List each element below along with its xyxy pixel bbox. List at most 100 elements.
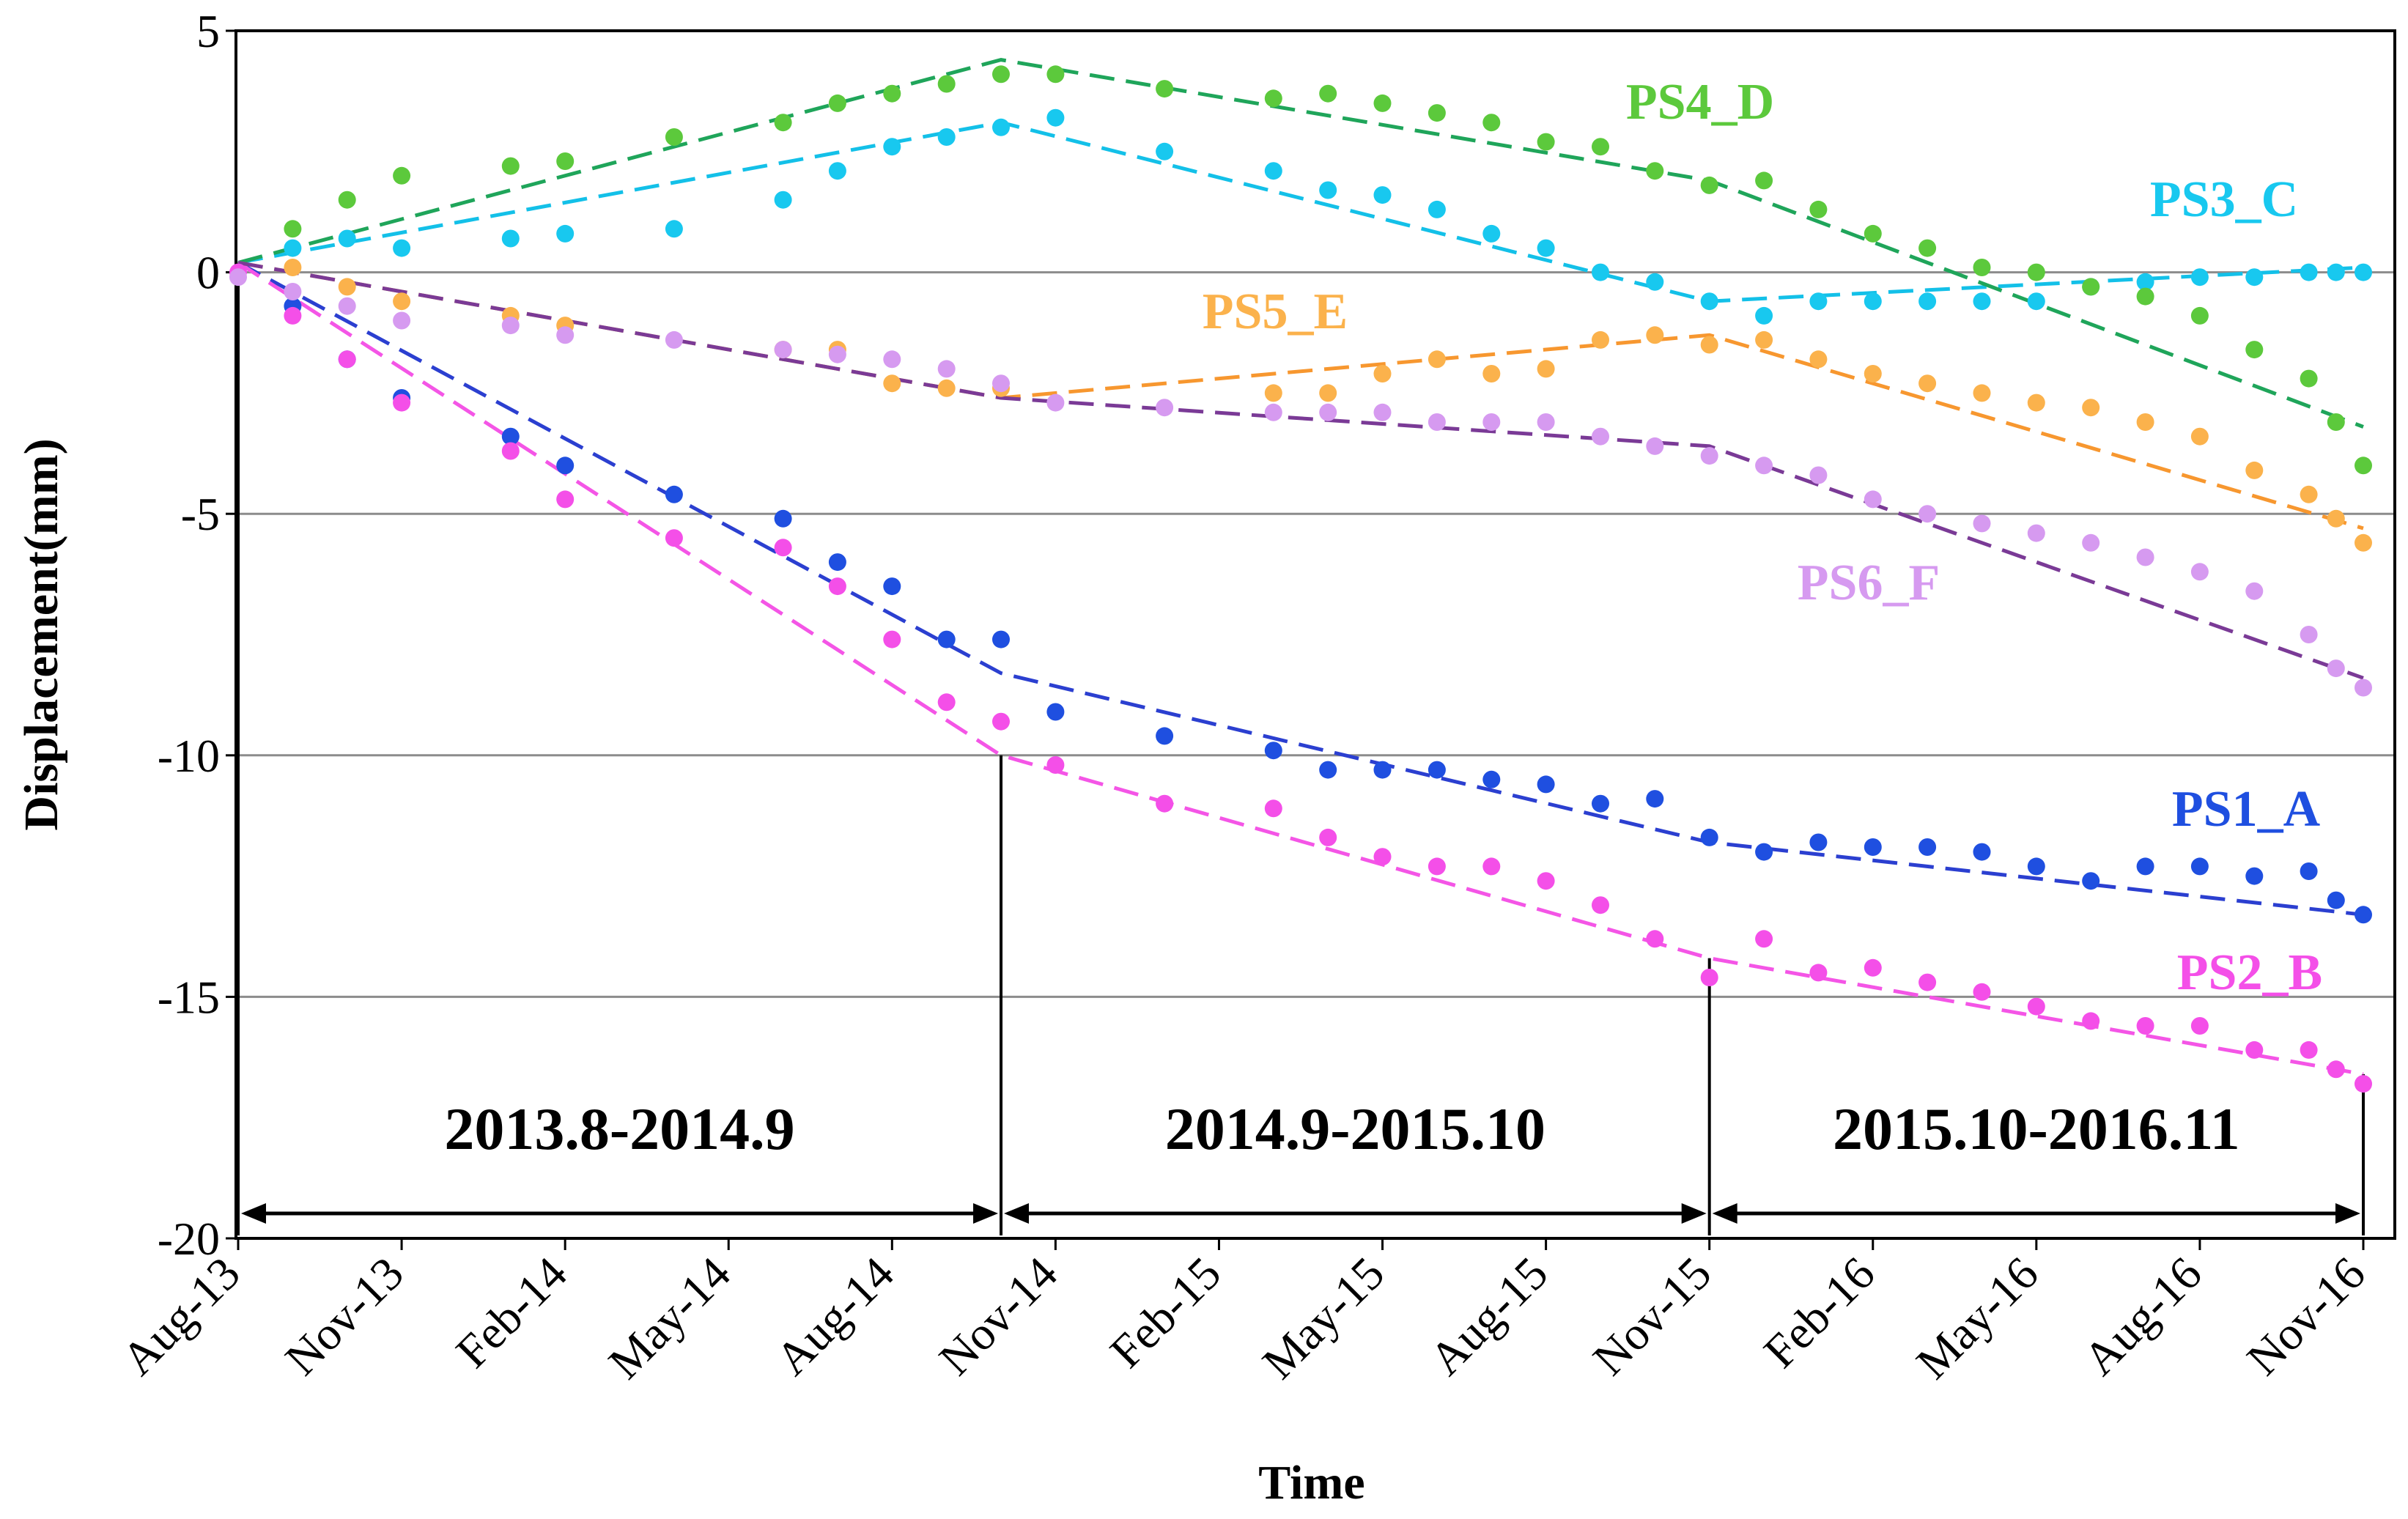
data-point-ps4_d xyxy=(1156,80,1174,98)
data-point-ps3_c xyxy=(1319,181,1337,199)
data-point-ps6_f xyxy=(2327,659,2345,678)
data-point-ps3_c xyxy=(1264,162,1282,180)
trend-line-ps1_a xyxy=(237,261,2364,917)
data-point-ps2_b xyxy=(2355,1075,2372,1093)
data-point-ps2_b xyxy=(1482,857,1501,876)
trend-line-ps2_b xyxy=(237,261,2364,1076)
data-point-ps1_a xyxy=(1046,703,1065,721)
period-arrow-head-left xyxy=(241,1203,266,1224)
series-label-ps4_d: PS4_D xyxy=(1626,74,1774,130)
period-markers: 2013.8-2014.9 2014.9-2015.10 2015.10-2016.… xyxy=(237,262,2365,1235)
data-point-ps6_f xyxy=(1482,413,1501,431)
data-point-ps5_e xyxy=(1646,326,1664,344)
plot-frame xyxy=(234,29,2396,1240)
y-tick-label: 0 xyxy=(196,247,220,299)
data-point-ps1_a xyxy=(1918,838,1937,856)
data-point-ps5_e xyxy=(1809,350,1828,369)
data-point-ps3_c xyxy=(1864,292,1882,311)
x-tick-label: Nov-16 xyxy=(2237,1247,2374,1385)
data-point-ps6_f xyxy=(229,268,247,287)
data-point-ps5_e xyxy=(883,374,901,393)
data-point-ps6_f xyxy=(1156,399,1174,417)
x-tick-label: Nov-15 xyxy=(1583,1247,1721,1385)
data-point-ps5_e xyxy=(1319,384,1337,402)
data-point-ps1_a xyxy=(1592,794,1609,813)
x-tick-label: May-15 xyxy=(1252,1247,1394,1389)
data-point-ps2_b xyxy=(937,693,956,712)
data-point-ps4_d xyxy=(1700,176,1718,194)
data-point-ps3_c xyxy=(1428,200,1446,218)
trend-lines xyxy=(237,58,2364,1076)
data-point-ps2_b xyxy=(2190,1017,2209,1035)
data-point-ps3_c xyxy=(1373,186,1392,204)
data-point-ps5_e xyxy=(2300,485,2318,503)
data-point-ps2_b xyxy=(665,529,683,547)
data-point-ps6_f xyxy=(1319,403,1337,421)
data-point-ps6_f xyxy=(1373,403,1392,421)
data-point-ps3_c xyxy=(2027,292,2045,311)
data-point-ps4_d xyxy=(2190,306,2209,325)
data-point-ps3_c xyxy=(1537,239,1555,257)
data-point-ps1_a xyxy=(2355,906,2372,924)
data-point-ps1_a xyxy=(937,630,956,648)
data-point-ps3_c xyxy=(338,229,356,248)
data-point-ps4_d xyxy=(828,94,846,112)
x-axis-ticks: Aug-13 Nov-13 Feb-14 May-14 Aug-14 Nov-14 Feb-… xyxy=(111,1238,2375,1389)
data-point-ps1_a xyxy=(1646,790,1664,808)
data-point-ps1_a xyxy=(2300,862,2318,880)
x-tick-label: Feb-14 xyxy=(446,1247,577,1378)
data-point-ps2_b xyxy=(2136,1017,2154,1035)
data-point-ps1_a xyxy=(2190,857,2209,876)
data-point-ps1_a xyxy=(501,427,520,446)
data-point-ps3_c xyxy=(992,118,1010,136)
data-point-ps3_c xyxy=(2327,263,2345,281)
data-point-ps4_d xyxy=(1809,200,1828,218)
data-point-ps5_e xyxy=(2136,413,2154,431)
data-point-ps4_d xyxy=(2300,369,2318,388)
period-arrow-head-right xyxy=(973,1203,999,1224)
data-point-ps2_b xyxy=(1537,872,1555,890)
x-tick-label: Aug-15 xyxy=(1419,1247,1557,1385)
series-label-ps3_c: PS3_C xyxy=(2150,171,2298,228)
data-point-ps5_e xyxy=(1755,330,1773,349)
data-point-ps6_f xyxy=(883,350,901,369)
data-point-ps3_c xyxy=(556,224,575,243)
data-point-ps2_b xyxy=(1809,964,1828,982)
series-label-ps1_a: PS1_A xyxy=(2172,781,2321,838)
series-labels: PS4_D PS3_C PS5_E PS6_F PS1_A PS2_B xyxy=(1203,74,2322,1001)
data-point-ps1_a xyxy=(1755,843,1773,861)
data-point-ps3_c xyxy=(2355,263,2372,281)
data-point-ps1_a xyxy=(2245,867,2264,885)
data-point-ps1_a xyxy=(774,509,792,528)
data-point-ps4_d xyxy=(2245,341,2264,359)
data-point-ps6_f xyxy=(1864,490,1882,509)
data-point-ps2_b xyxy=(1700,969,1718,986)
data-point-ps4_d xyxy=(937,75,956,93)
data-point-ps2_b xyxy=(556,490,575,509)
data-point-ps4_d xyxy=(1264,89,1282,108)
data-point-ps5_e xyxy=(1700,336,1718,354)
data-point-ps6_f xyxy=(1700,447,1718,465)
data-point-ps4_d xyxy=(1482,114,1501,132)
data-point-ps6_f xyxy=(1918,505,1937,523)
data-point-ps5_e xyxy=(2327,509,2345,528)
data-point-ps3_c xyxy=(2245,268,2264,287)
data-point-ps1_a xyxy=(2082,872,2100,890)
data-point-ps5_e xyxy=(1973,384,1991,402)
period-arrow-head-right xyxy=(2335,1203,2360,1224)
trend-line-ps4_d xyxy=(237,58,2364,429)
period-arrow-head-left xyxy=(1004,1203,1030,1224)
data-point-ps3_c xyxy=(1973,292,1991,311)
data-point-ps2_b xyxy=(1428,857,1446,876)
data-point-ps3_c xyxy=(1700,292,1718,311)
x-tick-label: Aug-13 xyxy=(111,1247,249,1385)
data-point-ps6_f xyxy=(338,297,356,315)
data-point-ps5_e xyxy=(338,278,356,296)
data-point-ps6_f xyxy=(2355,679,2372,697)
data-point-ps1_a xyxy=(2327,891,2345,909)
data-point-ps4_d xyxy=(1428,104,1446,122)
data-point-ps6_f xyxy=(1264,403,1282,421)
data-point-ps4_d xyxy=(883,84,901,103)
data-point-ps3_c xyxy=(774,191,792,209)
data-point-ps3_c xyxy=(828,162,846,180)
